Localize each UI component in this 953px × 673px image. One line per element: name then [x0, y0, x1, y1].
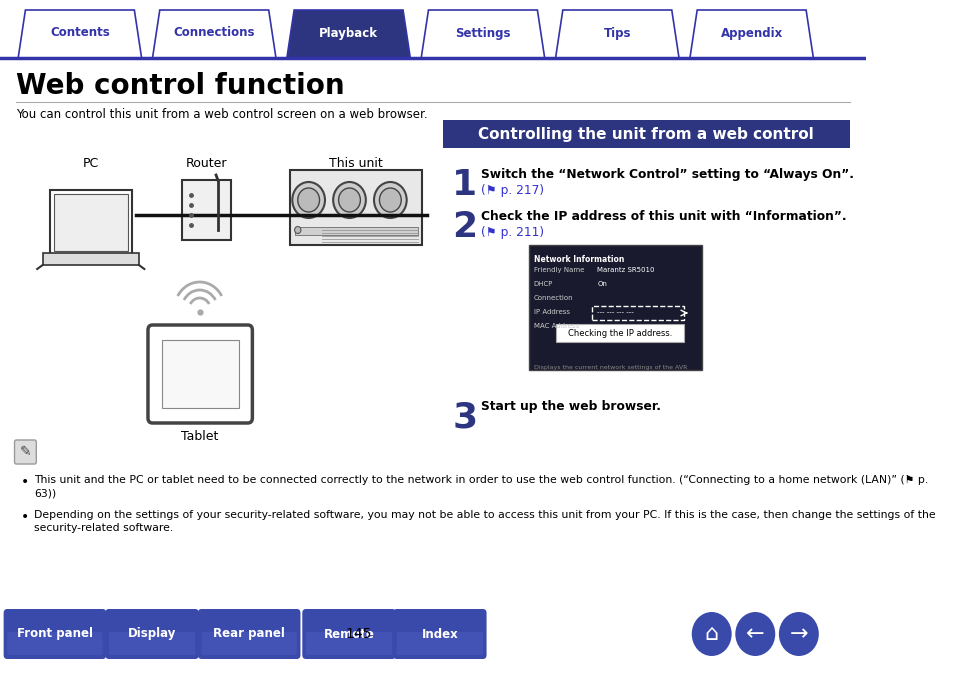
FancyBboxPatch shape [306, 632, 392, 655]
FancyBboxPatch shape [43, 253, 139, 265]
Circle shape [778, 612, 818, 656]
Text: MAC Address: MAC Address [534, 323, 578, 329]
Text: Index: Index [421, 627, 457, 641]
Text: IP Address: IP Address [534, 309, 569, 315]
Text: DHCP: DHCP [534, 281, 553, 287]
FancyBboxPatch shape [442, 120, 849, 148]
Text: 145: 145 [345, 627, 372, 641]
FancyBboxPatch shape [181, 180, 232, 240]
FancyBboxPatch shape [396, 632, 482, 655]
Text: Depending on the settings of your security-related software, you may not be able: Depending on the settings of your securi… [34, 510, 935, 533]
FancyBboxPatch shape [302, 609, 395, 659]
Text: Web control function: Web control function [16, 72, 345, 100]
Text: Playback: Playback [318, 26, 377, 40]
Circle shape [292, 182, 325, 218]
Polygon shape [152, 10, 275, 58]
Text: 3: 3 [452, 400, 476, 434]
FancyBboxPatch shape [105, 609, 198, 659]
FancyBboxPatch shape [290, 170, 421, 245]
Text: Displays the current network settings of the AVR: Displays the current network settings of… [534, 365, 686, 370]
Text: Remote: Remote [323, 627, 375, 641]
Text: (⚑ p. 217): (⚑ p. 217) [480, 184, 543, 197]
FancyBboxPatch shape [8, 632, 103, 655]
FancyBboxPatch shape [53, 194, 128, 251]
FancyBboxPatch shape [201, 632, 296, 655]
FancyBboxPatch shape [529, 245, 701, 370]
Text: Rear panel: Rear panel [213, 627, 285, 641]
Circle shape [297, 188, 319, 212]
Circle shape [333, 182, 365, 218]
Text: Switch the “Network Control” setting to “Always On”.: Switch the “Network Control” setting to … [480, 168, 853, 181]
Text: (⚑ p. 211): (⚑ p. 211) [480, 226, 543, 239]
Text: ✎: ✎ [20, 445, 31, 459]
Text: ←: ← [745, 624, 763, 644]
Text: Checking the IP address.: Checking the IP address. [567, 328, 672, 337]
FancyBboxPatch shape [294, 227, 417, 235]
FancyBboxPatch shape [148, 325, 253, 423]
Text: Start up the web browser.: Start up the web browser. [480, 400, 660, 413]
Text: •: • [21, 475, 30, 489]
Text: ⌂: ⌂ [704, 624, 718, 644]
Polygon shape [18, 10, 141, 58]
Polygon shape [689, 10, 813, 58]
Text: Marantz SR5010: Marantz SR5010 [597, 267, 654, 273]
Text: Contents: Contents [50, 26, 110, 40]
Text: Display: Display [128, 627, 176, 641]
Circle shape [691, 612, 731, 656]
FancyBboxPatch shape [197, 609, 300, 659]
Polygon shape [421, 10, 544, 58]
FancyBboxPatch shape [50, 190, 132, 255]
Text: Front panel: Front panel [17, 627, 92, 641]
Text: Settings: Settings [455, 26, 510, 40]
Text: Tips: Tips [603, 26, 630, 40]
Text: You can control this unit from a web control screen on a web browser.: You can control this unit from a web con… [16, 108, 428, 121]
FancyBboxPatch shape [393, 609, 486, 659]
Polygon shape [555, 10, 679, 58]
Text: This unit: This unit [329, 157, 383, 170]
Text: Appendix: Appendix [720, 26, 782, 40]
Text: Tablet: Tablet [181, 430, 218, 443]
Text: --- --- --- ---: --- --- --- --- [597, 309, 634, 315]
Text: →: → [789, 624, 807, 644]
Text: On: On [597, 281, 606, 287]
Text: Connection: Connection [534, 295, 573, 301]
Text: -- -- -- -- -- --: -- -- -- -- -- -- [597, 323, 638, 329]
Text: Router: Router [185, 157, 227, 170]
Circle shape [735, 612, 775, 656]
Text: Connections: Connections [173, 26, 254, 40]
Text: •: • [21, 510, 30, 524]
Text: This unit and the PC or tablet need to be connected correctly to the network in : This unit and the PC or tablet need to b… [34, 475, 928, 498]
Text: Controlling the unit from a web control: Controlling the unit from a web control [478, 127, 813, 141]
Text: Friendly Name: Friendly Name [534, 267, 583, 273]
Circle shape [379, 188, 401, 212]
FancyBboxPatch shape [4, 609, 106, 659]
Text: Check the IP address of this unit with “Information”.: Check the IP address of this unit with “… [480, 210, 846, 223]
FancyBboxPatch shape [109, 632, 195, 655]
Circle shape [374, 182, 406, 218]
FancyBboxPatch shape [161, 340, 238, 408]
Polygon shape [287, 10, 410, 58]
Circle shape [338, 188, 360, 212]
Circle shape [294, 227, 300, 234]
Text: PC: PC [83, 157, 99, 170]
Text: 1: 1 [452, 168, 476, 202]
FancyBboxPatch shape [555, 324, 683, 342]
Text: 2: 2 [452, 210, 476, 244]
Text: Network Information: Network Information [534, 255, 623, 264]
FancyBboxPatch shape [14, 440, 36, 464]
